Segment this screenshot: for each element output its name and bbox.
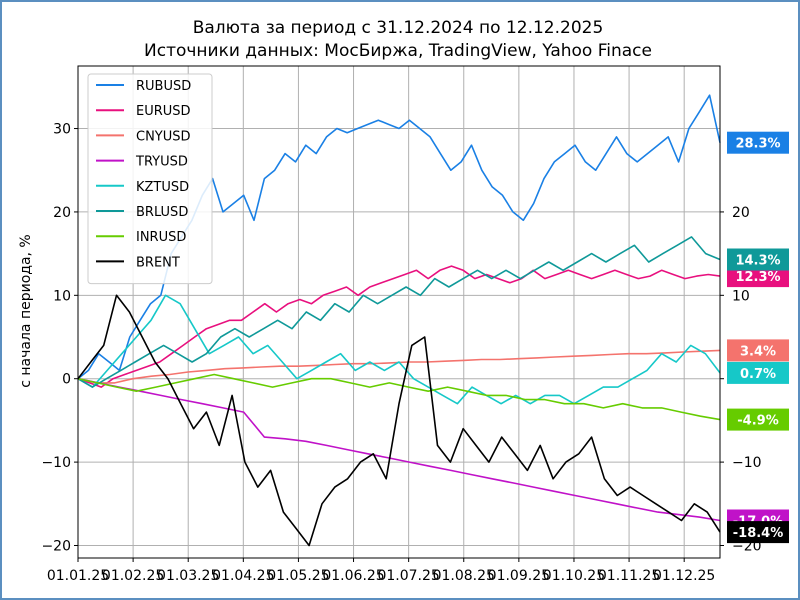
end-badge-label: -4.9% (737, 414, 778, 429)
series-line-inrusd (77, 373, 721, 421)
series-line-kztusd (77, 294, 721, 405)
end-badge-bg (727, 408, 789, 431)
legend-label: RUBUSD (136, 79, 191, 94)
legend-label: BRLUSD (136, 205, 188, 220)
end-badge-bg (727, 361, 789, 384)
x-tick-label: 01.08.25 (433, 568, 495, 584)
y-tick-label: 20 (53, 205, 71, 221)
legend-item-rubusd: RUBUSD (96, 79, 191, 94)
x-tick-label: 01.02.25 (102, 568, 164, 584)
end-badge-bg (727, 265, 789, 288)
chart-title: Валюта за период с 31.12.2024 по 12.12.2… (193, 18, 604, 38)
x-tick-label: 01.07.25 (377, 568, 439, 584)
end-badge-bg (727, 339, 789, 362)
legend-label: INRUSD (136, 230, 186, 245)
x-tick-label: 01.04.25 (212, 568, 274, 584)
y-tick-label: 10 (53, 288, 71, 304)
legend-item-eurusd: EURUSD (96, 104, 191, 119)
legend-label: TRYUSD (135, 155, 188, 170)
legend-item-cnyusd: CNYUSD (96, 129, 191, 144)
legend-label: EURUSD (136, 104, 191, 119)
y-right-tick-label: 10 (732, 288, 750, 304)
legend-item-kztusd: KZTUSD (96, 180, 189, 195)
legend-box (87, 73, 213, 285)
y-tick-label: 0 (62, 372, 71, 388)
y-tick-label: 30 (53, 122, 71, 138)
end-badge-label: 14.3% (735, 254, 780, 269)
legend-label: KZTUSD (136, 180, 189, 195)
end-badge-kztusd: 0.7% (727, 361, 789, 384)
legend-item-brent: BRENT (96, 255, 180, 270)
end-badge-label: 12.3% (735, 270, 780, 285)
legend-item-inrusd: INRUSD (96, 230, 186, 245)
end-badge-brlusd: 14.3% (727, 248, 789, 271)
x-tick-label: 01.11.25 (598, 568, 660, 584)
x-tick-label: 01.09.25 (488, 568, 550, 584)
end-badge-label: 3.4% (740, 344, 776, 359)
legend-item-tryusd: TRYUSD (96, 155, 188, 170)
end-value-badges: 28.3%12.3%3.4%-17.0%0.7%14.3%-4.9%-18.4% (727, 131, 789, 544)
series-line-cnyusd (77, 349, 721, 384)
y-right-tick-label: 20 (732, 205, 750, 221)
end-badge-rubusd: 28.3% (727, 131, 789, 154)
end-badge-bg (727, 248, 789, 271)
x-tick-label: 01.03.25 (157, 568, 219, 584)
x-tick-label: 01.10.25 (543, 568, 605, 584)
end-badge-bg (727, 521, 789, 544)
end-badge-bg (727, 131, 789, 154)
y-tick-label: −20 (41, 538, 71, 554)
legend-label: CNYUSD (136, 129, 191, 144)
end-badge-label: 0.7% (740, 367, 776, 382)
end-badge-label: 28.3% (735, 137, 780, 152)
x-tick-label: 01.06.25 (322, 568, 384, 584)
axis-ticks: −20−100102030−20−100102001.01.2501.02.25… (41, 122, 761, 584)
chart-subtitle: Источники данных: МосБиржа, TradingView,… (144, 41, 652, 61)
y-right-tick-label: −10 (732, 455, 762, 471)
series-line-brlusd (77, 236, 721, 388)
end-badge-brent: -18.4% (727, 521, 789, 544)
x-tick-label: 01.05.25 (267, 568, 329, 584)
x-tick-label: 01.12.25 (653, 568, 715, 584)
x-tick-label: 01.01.25 (47, 568, 109, 584)
plot-area (77, 65, 721, 559)
end-badge-inrusd: -4.9% (727, 408, 789, 431)
y-tick-label: −10 (41, 455, 71, 471)
series-line-brent (77, 294, 721, 547)
y-axis-label: с начала периода, % (18, 234, 34, 388)
end-badge-eurusd: 12.3% (727, 265, 789, 288)
legend: RUBUSD EURUSD CNYUSD TRYUSD KZTUSD BRLUSD INRU… (87, 73, 213, 285)
end-badge-cnyusd: 3.4% (727, 339, 789, 362)
legend-item-brlusd: BRLUSD (96, 205, 188, 220)
end-badge-label: -18.4% (733, 526, 784, 541)
series-line-eurusd (77, 265, 721, 388)
legend-label: BRENT (136, 255, 180, 270)
series-line-tryusd (77, 377, 721, 522)
